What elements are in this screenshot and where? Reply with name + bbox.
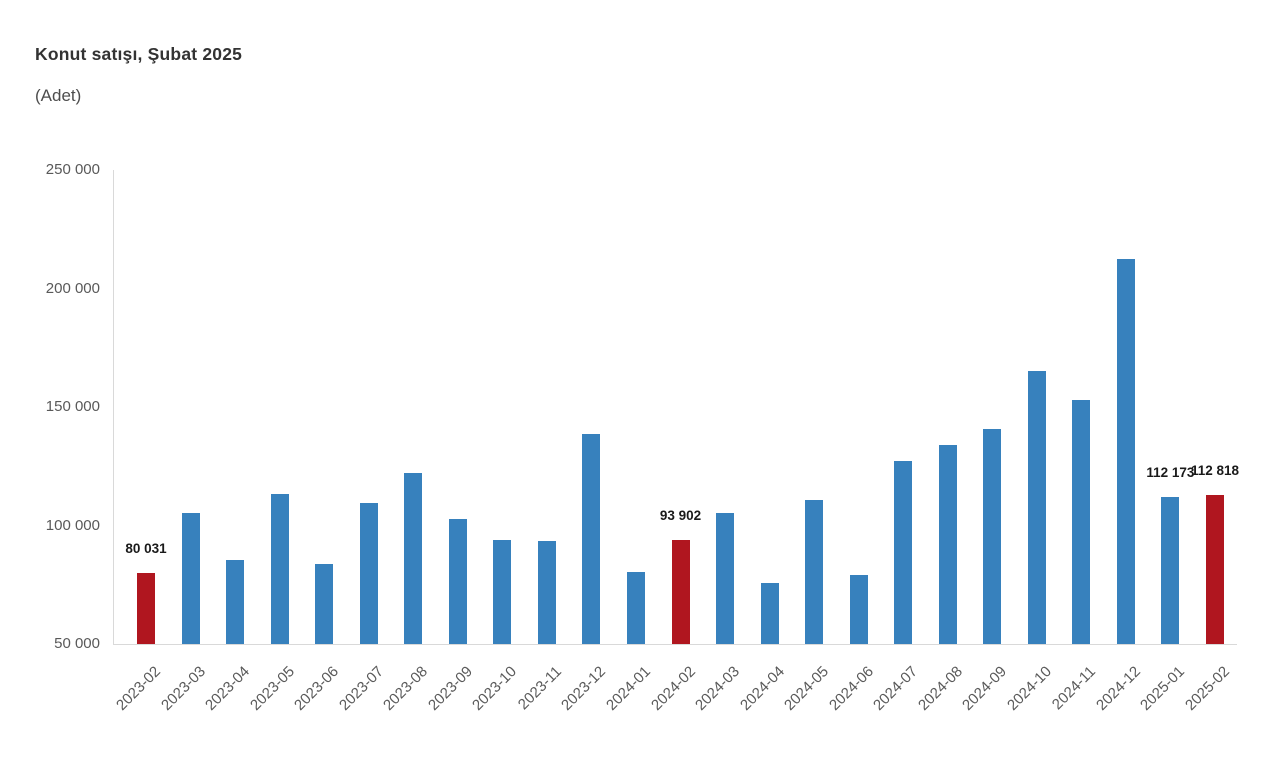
bar-2024-12 [1116, 258, 1135, 644]
bar-chart: 50 000 100 000 150 000 200 000 250 000 80 031… [45, 161, 1240, 714]
chart-subtitle: (Adet) [35, 86, 82, 105]
bar-value-label: 93 902 [659, 508, 702, 523]
bar-2024-09 [983, 428, 1002, 644]
bar-2023-02 [137, 572, 155, 644]
bar-2024-10 [1027, 371, 1046, 644]
bar-2024-11 [1072, 399, 1091, 644]
bar-2023-09 [448, 519, 467, 644]
bar-2023-06 [315, 564, 334, 644]
bar-2024-07 [894, 461, 913, 644]
x-axis-tick-label: 2023-02 [113, 663, 165, 714]
bar-2024-03 [716, 512, 734, 644]
y-axis-tick-label: 100 000 [45, 516, 100, 534]
y-axis-line [113, 170, 114, 645]
y-axis-tick-label: 250 000 [45, 161, 100, 178]
bar-2023-05 [270, 494, 289, 644]
bar-2023-03 [181, 512, 200, 644]
bar-2023-10 [493, 540, 512, 644]
bar-2025-02 [1206, 495, 1224, 644]
chart-title: Konut satışı, Şubat 2025 [35, 44, 243, 64]
bar-2024-02 [671, 540, 690, 644]
bar-2023-04 [226, 559, 245, 644]
bar-2024-01 [626, 572, 645, 644]
bar-2023-11 [537, 540, 556, 644]
bar-2025-01 [1161, 496, 1180, 644]
bar-value-label: 112 173 [1146, 464, 1195, 480]
y-axis-tick-label: 200 000 [45, 279, 100, 297]
bar-value-label: 80 031 [125, 540, 167, 556]
bar-2023-08 [404, 473, 423, 644]
bar-2024-04 [760, 583, 779, 644]
bar-2024-06 [849, 574, 868, 644]
bar-value-label: 112 818 [1190, 463, 1240, 479]
bar-2023-12 [582, 434, 601, 644]
bar-2024-05 [805, 500, 824, 644]
y-axis-tick-label: 150 000 [45, 398, 100, 415]
y-axis-tick-label: 50 000 [54, 635, 100, 652]
x-axis-line [113, 644, 1237, 645]
bar-2023-07 [359, 502, 378, 644]
bar-2024-08 [938, 444, 957, 644]
